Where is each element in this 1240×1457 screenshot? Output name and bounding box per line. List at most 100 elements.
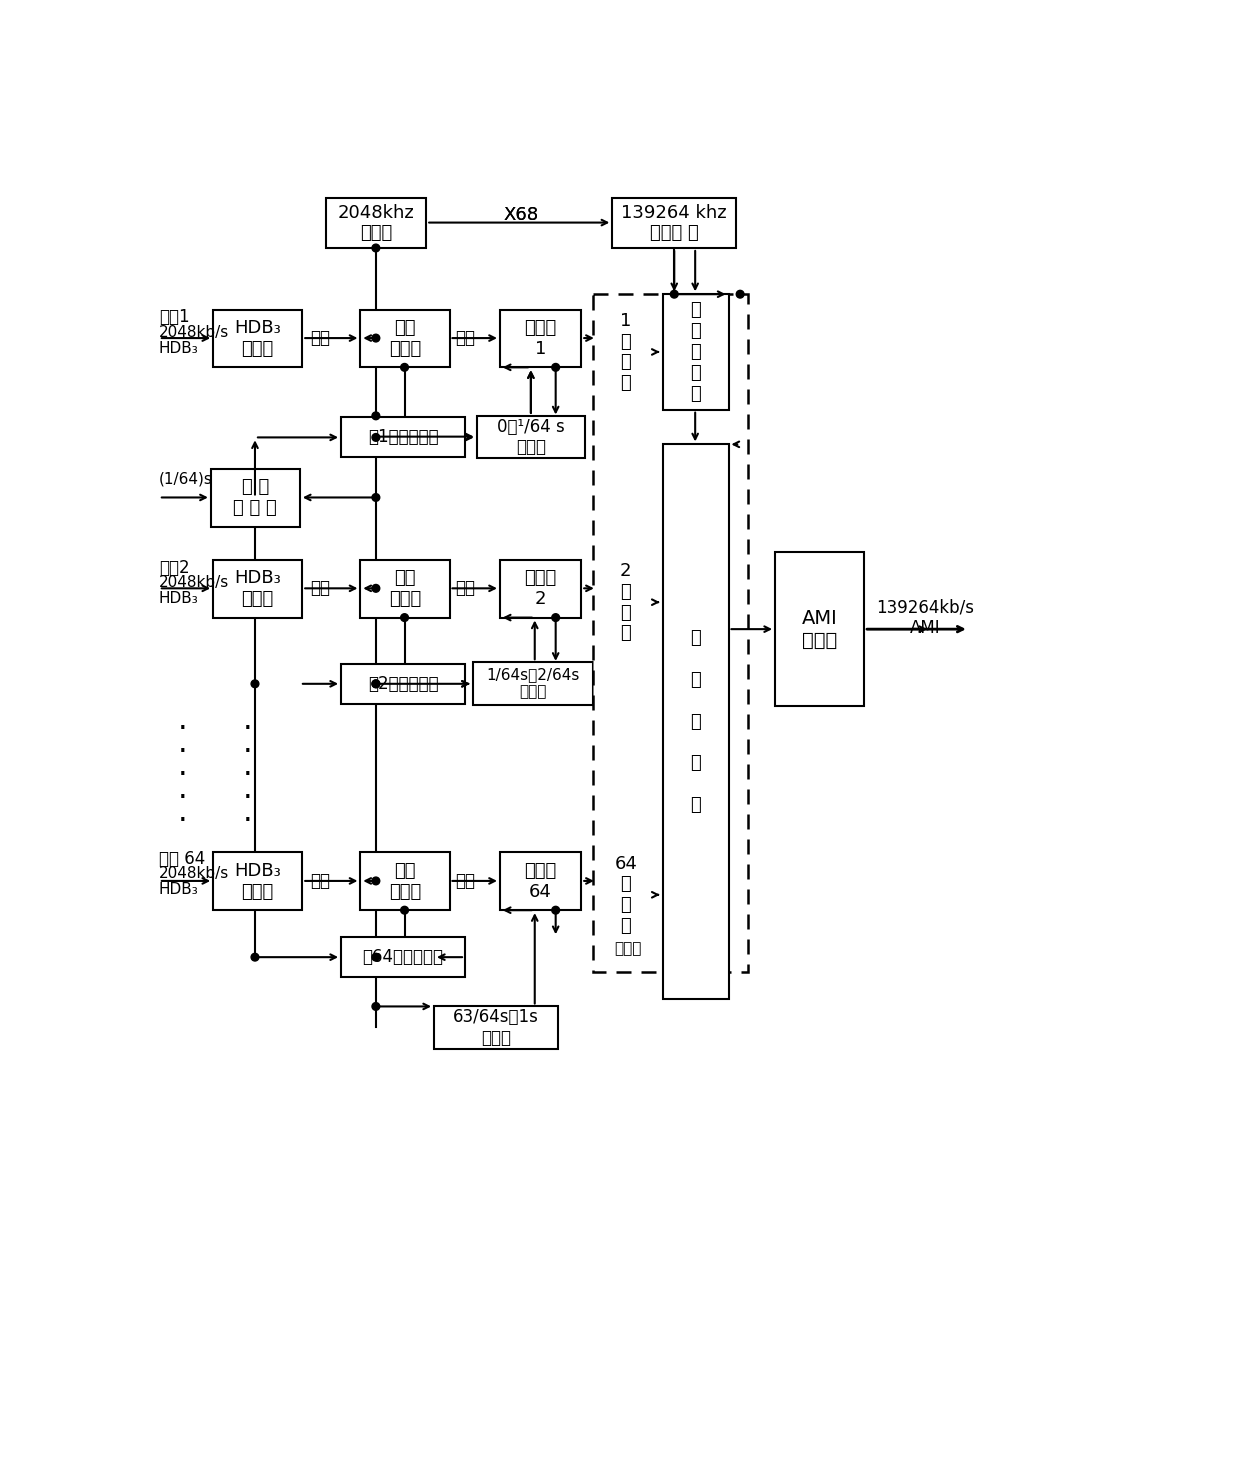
Text: 缓冲
寄存器: 缓冲 寄存器	[389, 570, 422, 608]
Text: 第64行开销发生: 第64行开销发生	[362, 949, 444, 966]
Text: 写入: 写入	[310, 871, 330, 890]
Text: ·: ·	[177, 715, 187, 743]
Bar	[213, 309, 303, 367]
Circle shape	[372, 680, 379, 688]
Bar	[361, 559, 449, 618]
Bar	[341, 417, 465, 457]
Text: 写入: 写入	[310, 580, 330, 597]
Bar	[596, 559, 655, 644]
Text: ·: ·	[177, 807, 187, 836]
Text: 合路器: 合路器	[614, 941, 641, 956]
Text: ·: ·	[243, 761, 253, 790]
Circle shape	[372, 1002, 379, 1010]
Text: ·: ·	[177, 784, 187, 813]
Circle shape	[372, 494, 379, 501]
Circle shape	[737, 290, 744, 299]
Text: 复

接

合

路

器: 复 接 合 路 器	[691, 629, 701, 814]
Text: 排队器
64: 排队器 64	[525, 863, 557, 900]
Circle shape	[250, 953, 259, 962]
Text: 2048kb/s: 2048kb/s	[159, 325, 229, 339]
Circle shape	[552, 613, 559, 622]
Bar	[662, 294, 729, 409]
Circle shape	[372, 953, 379, 962]
Bar	[500, 852, 582, 911]
Circle shape	[671, 290, 678, 299]
Circle shape	[401, 363, 408, 372]
Text: 64
路
输
入: 64 路 输 入	[614, 855, 637, 935]
Circle shape	[372, 877, 379, 884]
Bar	[476, 415, 585, 457]
Bar	[596, 852, 655, 937]
Text: ·: ·	[243, 715, 253, 743]
Text: ·: ·	[243, 807, 253, 836]
Text: 63/64s～1s
控制器: 63/64s～1s 控制器	[453, 1008, 539, 1048]
Circle shape	[401, 906, 408, 914]
Text: 第1行开销发生: 第1行开销发生	[368, 428, 438, 446]
Text: ·: ·	[243, 784, 253, 813]
Text: 时 间
发 生 器: 时 间 发 生 器	[233, 478, 278, 517]
Text: HDB₃
解码器: HDB₃ 解码器	[234, 570, 281, 608]
Bar	[341, 937, 465, 978]
Text: X68: X68	[503, 205, 539, 224]
Text: 读出: 读出	[455, 580, 475, 597]
Text: 支流2: 支流2	[159, 558, 190, 577]
Bar	[775, 552, 864, 707]
Bar	[434, 1007, 558, 1049]
Circle shape	[552, 906, 559, 914]
Bar	[211, 469, 300, 527]
Circle shape	[372, 584, 379, 592]
Text: HDB₃
解码器: HDB₃ 解码器	[234, 319, 281, 358]
Text: (1/64)s: (1/64)s	[159, 472, 213, 487]
Text: 2048kb/s: 2048kb/s	[159, 867, 229, 881]
Text: 支流1: 支流1	[159, 309, 190, 326]
Text: 0～¹/64 s
控制器: 0～¹/64 s 控制器	[497, 418, 564, 456]
Text: HDB₃: HDB₃	[159, 881, 198, 898]
Circle shape	[372, 334, 379, 342]
Bar	[325, 198, 427, 248]
Text: ·: ·	[177, 737, 187, 766]
Text: 矩
形
帧
形
成: 矩 形 帧 形 成	[691, 302, 701, 402]
Text: 排队器
1: 排队器 1	[525, 319, 557, 358]
Text: X68: X68	[503, 205, 539, 224]
Text: 1/64s～2/64s
控制器: 1/64s～2/64s 控制器	[486, 667, 579, 699]
Text: 缓冲
寄存器: 缓冲 寄存器	[389, 863, 422, 900]
Text: AMI
编码器: AMI 编码器	[802, 609, 837, 650]
Text: HDB₃
解码器: HDB₃ 解码器	[234, 863, 281, 900]
Circle shape	[372, 434, 379, 441]
Text: 排队器
2: 排队器 2	[525, 570, 557, 608]
Circle shape	[401, 613, 408, 622]
Text: 139264kb/s
AMI: 139264kb/s AMI	[875, 599, 973, 637]
Bar	[596, 309, 655, 395]
Bar	[341, 664, 465, 704]
Bar	[613, 198, 737, 248]
Text: ·: ·	[243, 737, 253, 766]
Bar	[500, 309, 582, 367]
Bar	[213, 852, 303, 911]
Bar	[593, 294, 748, 972]
Circle shape	[250, 680, 259, 688]
Text: 2
路
输
入: 2 路 输 入	[620, 562, 631, 643]
Text: 139264 khz
复接时 钟: 139264 khz 复接时 钟	[621, 204, 727, 242]
Bar	[213, 559, 303, 618]
Text: 2048kb/s: 2048kb/s	[159, 576, 229, 590]
Text: 读出: 读出	[455, 871, 475, 890]
Bar	[361, 309, 449, 367]
Circle shape	[372, 412, 379, 420]
Bar	[361, 852, 449, 911]
Circle shape	[372, 680, 379, 688]
Bar	[472, 663, 593, 705]
Circle shape	[552, 363, 559, 372]
Text: 2048khz
主时钟: 2048khz 主时钟	[337, 204, 414, 242]
Text: 缓冲
寄存器: 缓冲 寄存器	[389, 319, 422, 358]
Text: 第2行开销发生: 第2行开销发生	[368, 675, 438, 694]
Text: 支流 64: 支流 64	[159, 849, 205, 867]
Text: 1
路
输
入: 1 路 输 入	[620, 312, 631, 392]
Bar	[662, 444, 729, 998]
Text: 读出: 读出	[455, 329, 475, 347]
Text: HDB₃: HDB₃	[159, 341, 198, 356]
Text: ·: ·	[177, 761, 187, 790]
Circle shape	[372, 245, 379, 252]
Text: 写入: 写入	[310, 329, 330, 347]
Bar	[500, 559, 582, 618]
Text: HDB₃: HDB₃	[159, 592, 198, 606]
